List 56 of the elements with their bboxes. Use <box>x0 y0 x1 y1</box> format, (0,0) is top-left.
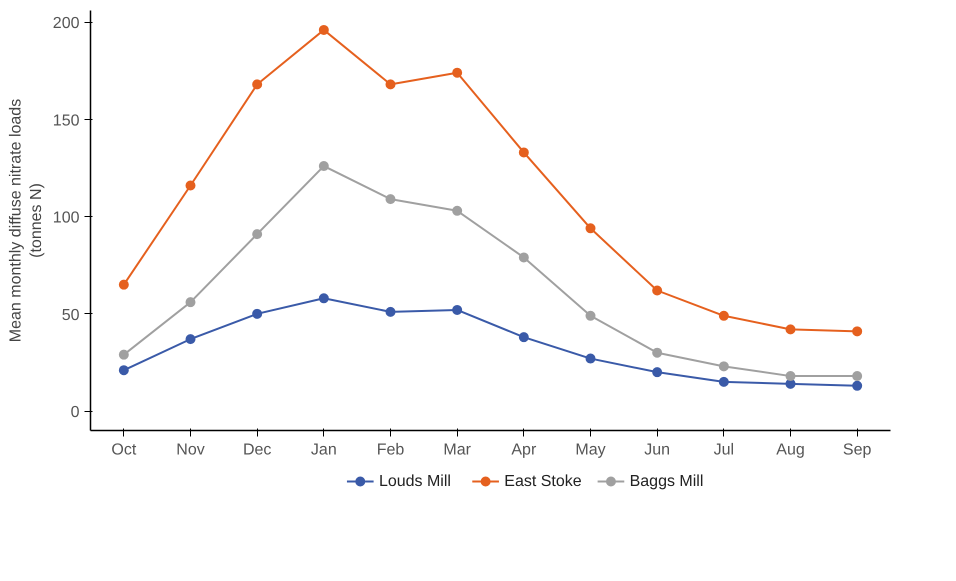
point <box>252 79 262 90</box>
x-tick-label: Sep <box>842 442 872 458</box>
point <box>518 252 529 262</box>
point <box>518 147 529 158</box>
point <box>652 367 662 378</box>
x-tick-label: Dec <box>242 442 272 458</box>
y-tick-label: 150 <box>52 112 80 130</box>
x-tick-label: May <box>575 442 606 458</box>
point <box>318 293 329 304</box>
point <box>718 376 729 387</box>
x-tick-label: Jun <box>644 442 670 458</box>
point <box>852 326 862 336</box>
point <box>718 310 729 321</box>
point <box>652 286 662 296</box>
point <box>586 310 596 321</box>
point <box>252 308 262 319</box>
y-tick-label: 0 <box>70 404 80 422</box>
y-tick-label: 200 <box>52 15 80 32</box>
point <box>518 332 529 342</box>
point <box>652 348 662 358</box>
x-tick-label: Jul <box>714 442 734 458</box>
point <box>318 161 329 172</box>
point <box>118 280 129 290</box>
legend-label: East Stoke <box>504 473 582 490</box>
point <box>852 371 862 382</box>
point <box>252 229 262 240</box>
x-tick-label: Jan <box>310 442 337 458</box>
point <box>786 324 796 334</box>
x-tick-label: Nov <box>176 442 205 458</box>
point <box>318 24 329 35</box>
point <box>586 223 596 234</box>
x-tick-label: Mar <box>443 442 472 458</box>
point <box>186 297 196 308</box>
point <box>452 304 462 315</box>
point <box>718 361 729 372</box>
point <box>852 380 862 391</box>
x-tick-label: Aug <box>776 442 805 458</box>
legend-label: Baggs Mill <box>630 473 704 490</box>
point <box>118 350 129 360</box>
x-tick-label: Oct <box>111 442 137 458</box>
point <box>452 68 462 78</box>
x-tick-label: Feb <box>376 442 404 458</box>
y-tick-label: 50 <box>62 306 80 324</box>
point <box>118 365 129 376</box>
x-tick-label: Apr <box>511 442 537 458</box>
point <box>586 354 596 364</box>
point <box>186 180 196 190</box>
point <box>186 334 196 344</box>
point <box>386 306 396 317</box>
point <box>386 79 396 90</box>
legend-label: Louds Mill <box>378 473 451 490</box>
point <box>386 194 396 204</box>
point <box>452 206 462 216</box>
point <box>786 371 796 382</box>
y-tick-label: 100 <box>52 210 80 227</box>
y-axis-title: Mean monthly diffuse nitrate loads (tonnes N) <box>7 98 45 342</box>
